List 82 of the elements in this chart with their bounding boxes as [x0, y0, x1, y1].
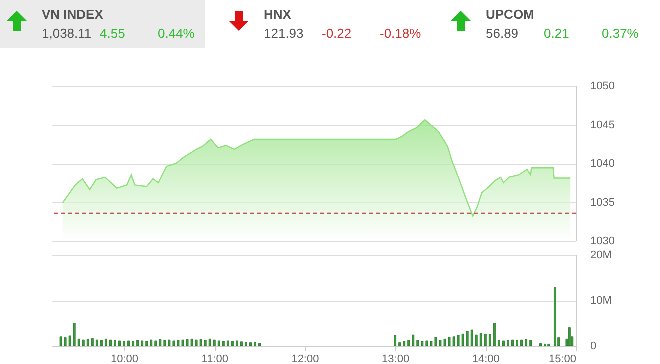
bar: [114, 340, 116, 346]
bar: [204, 340, 207, 346]
bar: [470, 330, 474, 346]
bar: [530, 340, 532, 346]
bar: [403, 341, 406, 346]
bar: [86, 339, 90, 346]
bar: [123, 341, 126, 346]
bar: [136, 340, 140, 346]
bar: [525, 339, 528, 346]
bar: [493, 323, 496, 346]
bar: [408, 340, 410, 346]
data-label: 56.89: [486, 26, 519, 41]
x-tick-label: 12:00: [292, 354, 320, 364]
bar: [568, 328, 571, 346]
bar: [488, 334, 492, 346]
data-label: -0.22: [322, 26, 352, 41]
text: HNX: [264, 7, 292, 22]
y-tick-label: 20M: [590, 250, 612, 262]
bar: [141, 340, 144, 346]
bar: [78, 338, 80, 346]
bar: [250, 342, 252, 346]
y-tick-label: 1030: [590, 236, 615, 248]
bar: [236, 340, 238, 346]
bar: [245, 342, 248, 346]
data-label: -0.18%: [380, 26, 422, 41]
bar: [398, 342, 402, 346]
bar: [520, 340, 523, 346]
x-tick-label: 13:00: [382, 354, 410, 364]
data-label: 0.21: [544, 26, 570, 41]
bar: [218, 340, 220, 346]
bar: [512, 340, 514, 346]
y-tick-label: 0: [590, 340, 597, 352]
bar: [159, 339, 162, 346]
x-tick-label: 15:00: [548, 354, 576, 364]
bar: [484, 334, 487, 346]
bar: [475, 334, 478, 346]
bar: [480, 333, 482, 346]
x-tick-label: 11:00: [202, 354, 228, 364]
bar: [540, 344, 542, 346]
bar: [213, 340, 216, 346]
bar: [394, 335, 397, 346]
bar: [258, 343, 261, 346]
bar: [105, 338, 108, 346]
bar: [240, 342, 243, 346]
bar: [100, 340, 103, 346]
y-tick-label: 1040: [590, 158, 615, 170]
bar: [110, 340, 112, 346]
bar: [412, 334, 415, 346]
bar: [507, 340, 510, 346]
bar: [73, 323, 76, 346]
data-label: 121.93: [264, 26, 304, 41]
bar: [554, 287, 556, 346]
bar: [516, 340, 518, 346]
data-label: 4.55: [100, 26, 126, 41]
text: VN INDEX: [42, 7, 104, 22]
bar: [146, 341, 148, 346]
bar: [82, 340, 85, 346]
y-tick-label: 1045: [590, 119, 615, 132]
y-tick-label: 1050: [590, 80, 615, 92]
bar: [96, 340, 98, 346]
data-label: 1,038.11: [42, 26, 92, 41]
data-label: 0.44%: [158, 26, 195, 41]
bar: [498, 340, 500, 346]
data-label: 0.37%: [602, 26, 639, 41]
bar: [222, 341, 225, 346]
x-tick-label: 10:00: [111, 354, 139, 364]
bar: [91, 338, 94, 346]
y-tick-label: 10M: [590, 295, 612, 307]
bar: [466, 331, 469, 346]
text: UPCOM: [486, 7, 534, 22]
bar: [132, 341, 135, 346]
bar: [208, 338, 212, 346]
bar: [421, 341, 424, 346]
bar: [502, 340, 505, 346]
bar: [226, 340, 230, 346]
bar: [416, 340, 420, 346]
y-tick-label: 1035: [590, 196, 615, 209]
bar: [118, 340, 121, 346]
bar: [154, 340, 158, 346]
x-tick-label: 14:00: [472, 354, 500, 364]
bar: [231, 341, 234, 346]
bar: [150, 340, 153, 346]
